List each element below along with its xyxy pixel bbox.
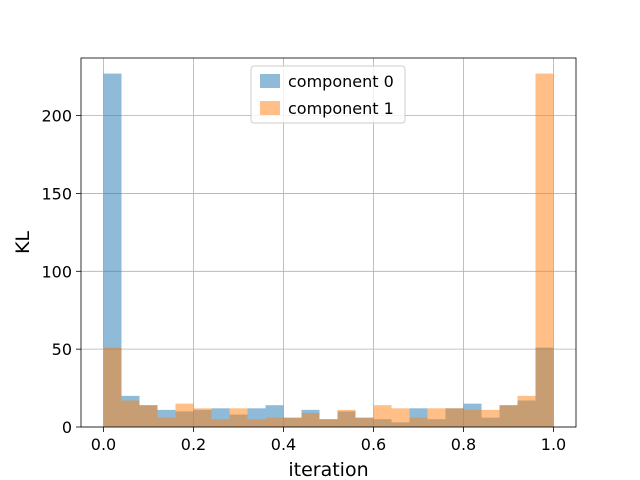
- histogram-bar: [535, 73, 554, 428]
- x-axis-title: iteration: [288, 459, 368, 480]
- histogram-bar: [319, 419, 338, 427]
- histogram-bar: [139, 405, 158, 427]
- histogram-bar: [193, 408, 212, 427]
- histogram-bar: [283, 417, 302, 427]
- legend-swatch-1: [260, 101, 280, 115]
- histogram-bar: [445, 408, 464, 427]
- y-tick-label: 150: [41, 184, 72, 203]
- y-tick-label: 0: [62, 418, 72, 437]
- histogram-bar: [337, 409, 356, 427]
- legend: component 0 component 1: [250, 65, 406, 124]
- legend-label-0: component 0: [288, 72, 394, 91]
- legend-swatch-0: [260, 74, 280, 88]
- legend-box: [250, 65, 406, 124]
- histogram-bar: [499, 405, 518, 427]
- series-1-bars: [103, 73, 554, 428]
- histogram-bar: [355, 417, 374, 427]
- histogram-bar: [409, 417, 428, 427]
- histogram-bar: [265, 417, 284, 427]
- x-tick-label: 0.2: [181, 435, 206, 454]
- legend-label-1: component 1: [288, 99, 394, 118]
- histogram-bar: [121, 400, 140, 427]
- histogram-bar: [373, 405, 392, 427]
- y-tick-label: 100: [41, 262, 72, 281]
- histogram-bar: [211, 419, 230, 427]
- histogram-bar: [157, 417, 176, 427]
- histogram-bar: [103, 73, 122, 428]
- x-tick-label: 1.0: [541, 435, 566, 454]
- histogram-bar: [391, 408, 410, 427]
- x-tick-label: 0.4: [271, 435, 296, 454]
- x-tick-label: 0.0: [91, 435, 116, 454]
- plot-frame: [80, 57, 577, 428]
- histogram-bar: [247, 419, 266, 427]
- y-tick-label: 50: [52, 340, 72, 359]
- histogram-bar: [229, 408, 248, 427]
- histogram-bar: [301, 412, 320, 427]
- x-tick-label: 0.8: [451, 435, 476, 454]
- axes-layer: 0.0 0.2 0.4 0.6 0.8 1.0 0 50 100 150 200 iteration K…: [12, 57, 577, 480]
- histogram-bar: [517, 395, 536, 427]
- histogram-bar: [103, 347, 122, 427]
- histogram-bar: [427, 408, 446, 427]
- bars-layer: [103, 73, 554, 428]
- y-tick-label: 200: [41, 107, 72, 126]
- histogram-bar: [481, 409, 500, 427]
- histogram-bar: [463, 409, 482, 427]
- x-tick-label: 0.6: [361, 435, 386, 454]
- y-axis-title: KL: [12, 231, 34, 254]
- histogram-bar: [175, 403, 194, 427]
